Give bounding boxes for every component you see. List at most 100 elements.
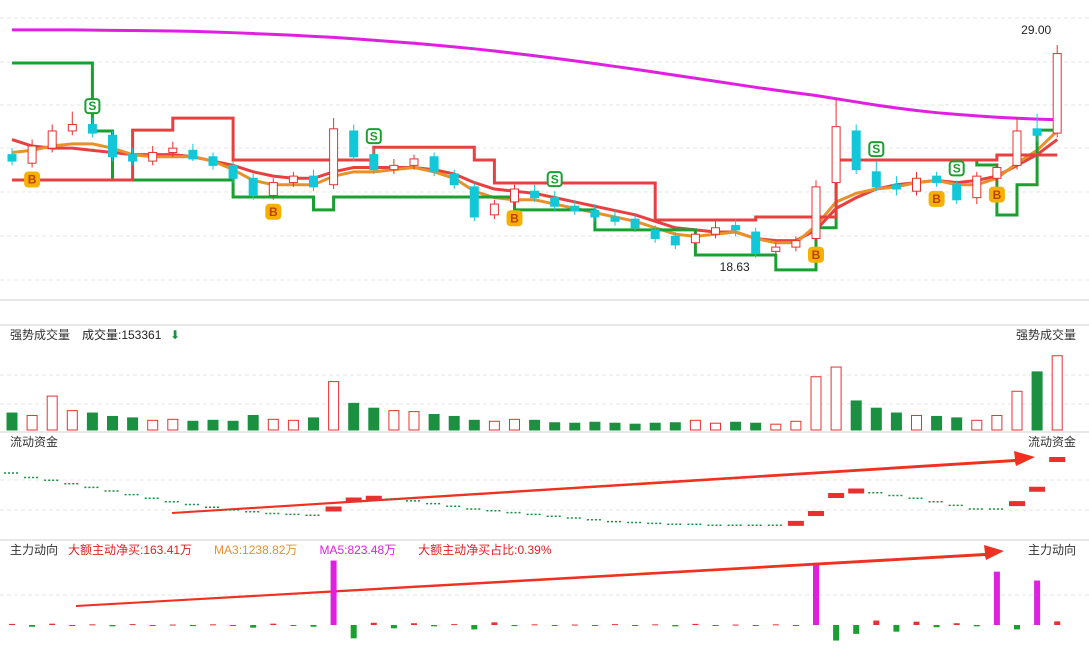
force-bar [833, 625, 840, 641]
signal-label: S [88, 99, 96, 113]
volume-bar [689, 419, 701, 431]
volume-bar [428, 414, 440, 431]
force-bar [632, 625, 639, 626]
signal-badge [988, 186, 1005, 203]
force-bar [169, 624, 176, 626]
candle-body [711, 227, 720, 235]
force-bar [511, 625, 518, 627]
force-bar [89, 624, 96, 626]
volume-legend-arrow: ⬇ [170, 328, 180, 342]
volume-bar [991, 414, 1003, 431]
force-bar [712, 625, 719, 626]
candle-body [489, 203, 499, 216]
volume-bar [951, 417, 963, 431]
volume-bar [931, 415, 943, 431]
volume-bar [227, 420, 239, 431]
indicator-line [12, 61, 1059, 272]
force-legend: 大额主动净买占比:0.39% [418, 542, 552, 557]
force-bar [69, 625, 76, 626]
signal-badge [808, 246, 824, 263]
signal-label: S [370, 129, 378, 143]
force-bar [591, 625, 598, 626]
force-legend: 大额主动净买:163.41万 [68, 543, 192, 557]
volume-bar [26, 414, 38, 431]
force-bar [189, 625, 196, 627]
volume-bar [629, 423, 641, 431]
candle-body [751, 231, 761, 255]
candle-body [369, 154, 379, 171]
force-bar [1034, 580, 1041, 625]
force-bar [612, 624, 618, 626]
force-bar [732, 624, 739, 626]
force-bar [873, 620, 880, 625]
volume-bar [649, 422, 661, 431]
candle-body [87, 124, 97, 134]
candle-body [570, 205, 580, 212]
candle-body [228, 164, 238, 179]
force-bar [310, 625, 317, 627]
signal-badge [84, 98, 101, 115]
force-bar [109, 625, 116, 627]
signal-badge [948, 160, 965, 177]
candle-body [771, 246, 781, 252]
volume-bar [187, 420, 199, 431]
signal-label: B [28, 173, 37, 187]
force-bar [953, 623, 960, 625]
grid [0, 17, 1089, 596]
candle-body [610, 216, 620, 222]
candle-body [248, 177, 258, 196]
signal-label: S [872, 142, 880, 156]
candle-body [791, 240, 801, 248]
volume-bar [911, 414, 922, 431]
force-bar [1054, 621, 1061, 625]
candle-body [731, 225, 741, 231]
volume-bar [971, 419, 983, 431]
force-legend: MA5:823.48万 [319, 543, 396, 557]
candle-body [329, 128, 339, 186]
force-bar [9, 623, 15, 625]
volume-bar [589, 421, 601, 431]
force-bar [149, 625, 156, 626]
volume-bar [6, 412, 18, 431]
candle-body [128, 154, 138, 162]
candle-body [530, 190, 540, 199]
volume-bar [569, 422, 581, 431]
candle-body [972, 175, 982, 199]
force-bar [893, 625, 900, 632]
force-bar [370, 622, 377, 625]
signal-badge [868, 141, 885, 158]
force-bar [692, 623, 699, 625]
candle-body [510, 188, 519, 203]
candle-body [389, 164, 399, 171]
volume-bar [850, 400, 862, 431]
candle-body [952, 184, 962, 201]
volume-bar [529, 419, 541, 431]
force-bar [973, 625, 980, 627]
force-bar [411, 623, 417, 625]
volume-bar [770, 423, 782, 431]
force-bar [853, 625, 860, 634]
volume-bar [328, 381, 340, 431]
volume-bar [247, 414, 259, 431]
volume-bar [368, 407, 380, 431]
signal-label: B [510, 211, 519, 225]
force-bar [813, 565, 819, 625]
volume-bar [1011, 390, 1023, 431]
force-bar [933, 625, 940, 628]
candle-body [148, 151, 158, 162]
volume-bar [167, 418, 179, 431]
volume-bar [267, 418, 279, 431]
candle-body [650, 229, 660, 239]
indicator-line [12, 116, 1058, 222]
force-bar [491, 622, 498, 625]
candle-body [932, 175, 942, 184]
volume-bar [830, 366, 842, 431]
candle-body [469, 186, 479, 218]
signal-label: B [932, 192, 941, 206]
volume-bar [127, 417, 139, 431]
candle-body [590, 210, 600, 218]
signal-label: S [551, 172, 559, 186]
candle-body [831, 126, 841, 184]
candle-body [811, 186, 821, 239]
